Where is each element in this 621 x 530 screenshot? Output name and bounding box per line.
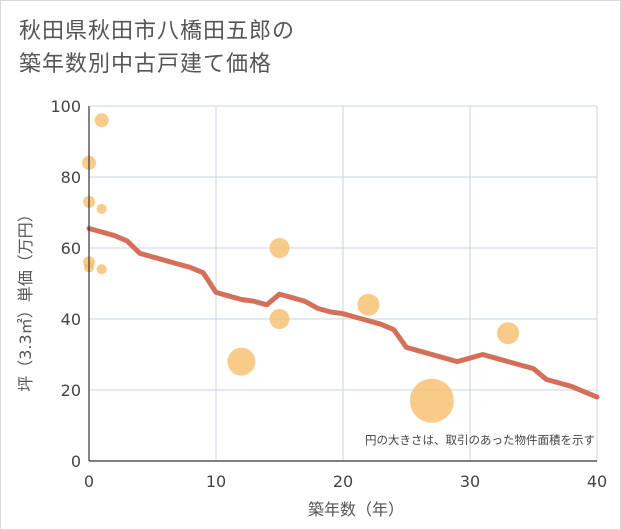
chart-title-line-2: 築年数別中古戸建て価格 [19, 52, 273, 77]
y-tick-label: 80 [61, 168, 81, 187]
bubble-point [96, 264, 107, 275]
x-axis-label: 築年数（年） [308, 500, 404, 519]
y-tick-label: 60 [61, 239, 81, 258]
y-tick-label: 40 [61, 310, 81, 329]
x-tick-label: 10 [206, 472, 226, 491]
y-tick-label: 100 [50, 97, 81, 116]
bubble-point [269, 238, 290, 258]
grid-lines [88, 105, 598, 462]
x-tick-label: 30 [460, 472, 480, 491]
size-annotation: 円の大きさは、取引のあった物件面積を示す [365, 433, 595, 447]
x-tick-label: 0 [84, 472, 94, 491]
x-tick-label: 40 [587, 472, 607, 491]
y-tick-label: 20 [61, 381, 81, 400]
bubble-point [409, 378, 454, 423]
y-tick-label: 0 [71, 452, 81, 471]
axes: 0 10 20 30 40 0 20 40 60 80 100 [50, 97, 607, 491]
bubble-point [497, 322, 520, 345]
bubble-point [269, 309, 290, 329]
bubble-point [357, 293, 380, 316]
bubble-point [227, 347, 256, 376]
x-tick-label: 20 [333, 472, 353, 491]
y-axis-label: 坪（3.3㎡）単価（万円） [16, 206, 35, 391]
chart-title-line-1: 秋田県秋田市八橋田五郎の [19, 19, 296, 44]
chart-title: 秋田県秋田市八橋田五郎の 築年数別中古戸建て価格 [19, 15, 295, 81]
bubble-point [94, 113, 109, 128]
bubble-point [96, 203, 107, 214]
trend-line [86, 225, 600, 400]
bubbles [82, 113, 520, 423]
